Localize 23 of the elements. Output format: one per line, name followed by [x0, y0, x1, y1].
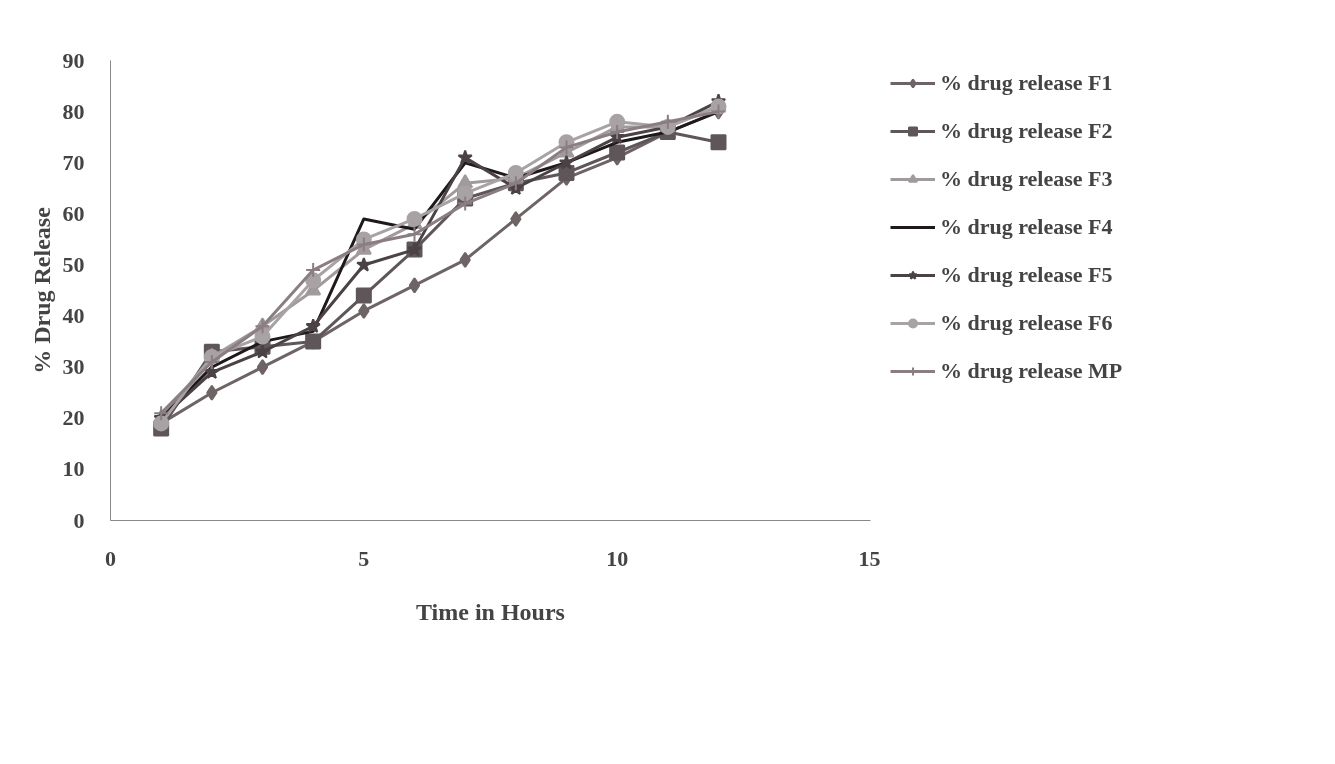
legend-label: % drug release F2: [940, 118, 1113, 144]
y-tick-label: 80: [62, 98, 85, 124]
y-tick-label: 20: [62, 405, 85, 431]
legend-label: % drug release F4: [940, 214, 1113, 240]
x-tick-label: 10: [606, 545, 629, 571]
y-tick-label: 70: [62, 149, 85, 175]
y-tick-label: 10: [62, 456, 85, 482]
y-tick-label: 30: [62, 354, 85, 380]
legend-label: % drug release F6: [940, 310, 1113, 336]
x-tick-label: 15: [858, 545, 881, 571]
y-tick-label: 50: [62, 251, 85, 277]
legend-label: % drug release F1: [940, 70, 1113, 96]
x-tick-label: 0: [105, 545, 116, 571]
y-tick-label: 0: [73, 507, 85, 533]
y-tick-label: 40: [62, 303, 85, 329]
y-tick-label: 60: [62, 200, 85, 226]
y-axis-title: % Drug Release: [28, 206, 55, 374]
y-tick-label: 90: [62, 47, 85, 73]
x-tick-label: 5: [358, 545, 370, 571]
legend-label: % drug release F5: [940, 262, 1113, 288]
x-axis-title: Time in Hours: [416, 598, 565, 625]
legend-label: % drug release MP: [940, 358, 1123, 384]
legend-label: % drug release F3: [940, 166, 1113, 192]
